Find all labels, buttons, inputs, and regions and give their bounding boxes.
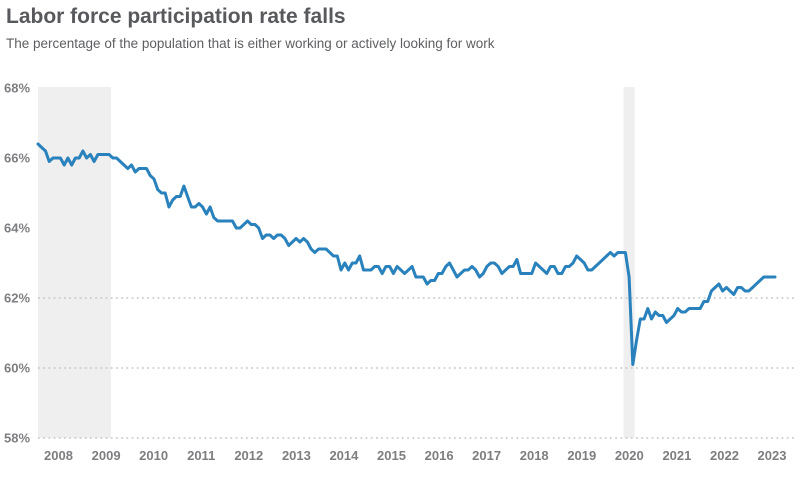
recession-band [623,87,635,438]
x-axis-tick-label: 2012 [234,448,263,463]
x-axis-tick-label: 2023 [758,448,787,463]
x-axis-tick-label: 2021 [662,448,691,463]
y-axis-tick-label: 60% [4,361,30,376]
y-axis-tick-label: 62% [4,291,30,306]
x-axis-tick-label: 2013 [282,448,311,463]
x-axis-tick-label: 2010 [139,448,168,463]
x-axis-tick-label: 2018 [520,448,549,463]
chart-title: Labor force participation rate falls [6,5,346,28]
y-axis-tick-label: 66% [4,151,30,166]
x-axis-tick-label: 2009 [92,448,121,463]
x-axis-tick-label: 2020 [615,448,644,463]
x-axis-tick-label: 2022 [710,448,739,463]
x-axis-tick-label: 2008 [44,448,73,463]
recession-band [38,87,111,438]
x-axis-tick-label: 2017 [472,448,501,463]
y-axis-tick-label: 64% [4,221,30,236]
y-axis-tick-label: 68% [4,81,30,96]
x-axis-tick-label: 2016 [425,448,454,463]
x-axis-tick-label: 2011 [187,448,215,463]
x-axis-tick-label: 2019 [567,448,596,463]
x-axis-tick-label: 2014 [329,448,359,463]
y-axis-tick-label: 58% [4,431,30,446]
participation-rate-line [36,142,777,366]
x-axis-tick-label: 2015 [377,448,406,463]
chart-subtitle: The percentage of the population that is… [6,36,495,51]
